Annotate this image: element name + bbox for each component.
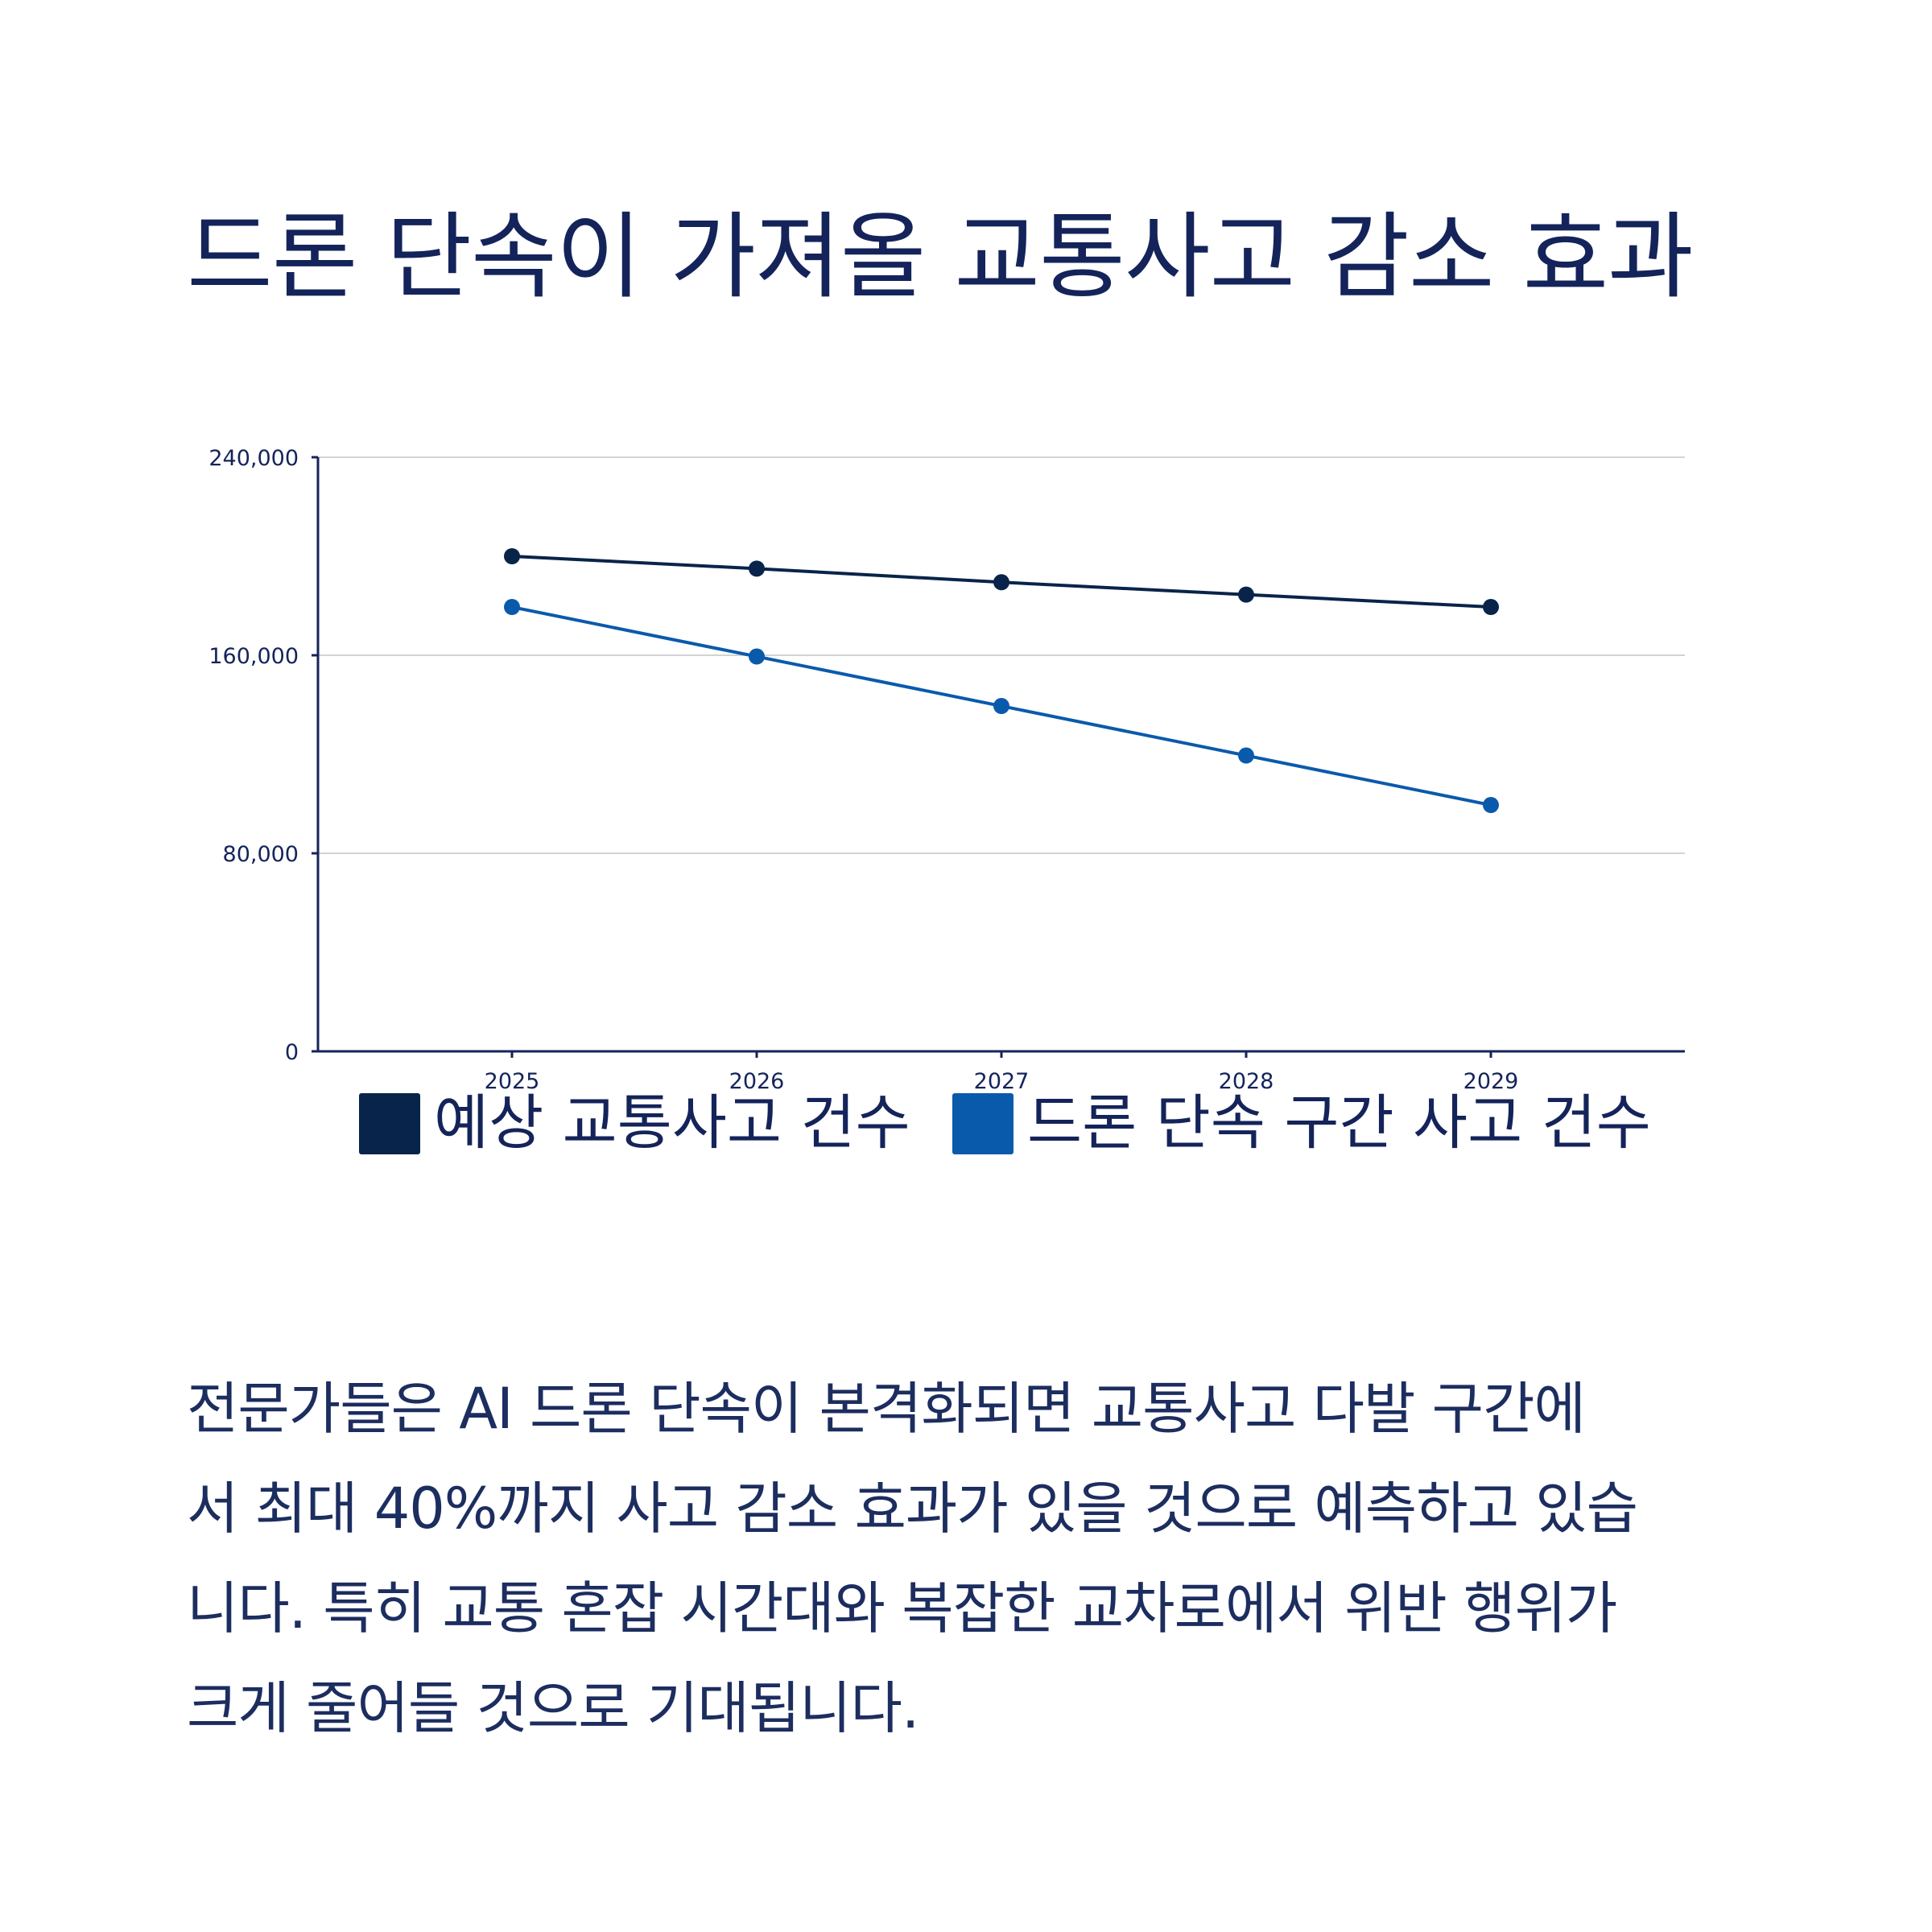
legend: 예상 교통사고 건수 드론 단속 구간 사고 건수 [359, 1088, 1651, 1158]
paragraph-line: 서 최대 40%까지 사고 감소 효과가 있을 것으로 예측하고 있습 [187, 1476, 1638, 1542]
legend-swatch-2 [952, 1093, 1013, 1154]
series-2-point [1238, 747, 1254, 764]
series-2-point [749, 648, 765, 665]
axes [316, 457, 1685, 1053]
page-title: 드론 단속이 가져올 교통사고 감소 효과 [187, 203, 1694, 312]
x-tick-label: 2029 [1463, 1069, 1519, 1094]
paragraph-line: 크게 줄어들 것으로 기대됩니다. [187, 1675, 919, 1741]
x-tick-label: 2027 [974, 1069, 1030, 1094]
x-tick-label: 2028 [1219, 1069, 1274, 1094]
description-paragraph: 전문가들은 AI 드론 단속이 본격화되면 교통사고 다발 구간에 서 최대 4… [187, 1359, 1797, 1758]
series-2-point [993, 698, 1009, 715]
paragraph-line: 니다. 특히 교통 혼잡 시간대와 복잡한 교차로에서 위반 행위가 [187, 1575, 1617, 1641]
series-1-point [749, 560, 765, 577]
paragraph-line: 전문가들은 AI 드론 단속이 본격화되면 교통사고 다발 구간에 [187, 1376, 1586, 1442]
series-1-point [1238, 586, 1254, 603]
series [504, 548, 1499, 814]
legend-swatch-1 [359, 1093, 420, 1154]
y-tick-label: 240,000 [208, 446, 299, 471]
grid-lines [318, 456, 1685, 854]
x-tick-label: 2025 [485, 1069, 540, 1094]
legend-label-1: 예상 교통사고 건수 [434, 1088, 910, 1158]
series-1-point [504, 548, 520, 564]
series-2-point [1483, 797, 1499, 814]
series-1-point [993, 574, 1009, 591]
legend-label-2: 드론 단속 구간 사고 건수 [1027, 1088, 1651, 1158]
y-tick-label: 80,000 [223, 842, 299, 867]
y-tick-labels: 0 80,000 160,000 240,000 [208, 446, 318, 1065]
y-tick-label: 160,000 [208, 644, 299, 669]
series-1-point [1483, 599, 1499, 616]
y-tick-label: 0 [285, 1040, 299, 1065]
x-tick-labels: 2025 2026 2027 2028 2029 [485, 1051, 1519, 1094]
series-2-point [504, 599, 520, 616]
x-tick-label: 2026 [729, 1069, 785, 1094]
